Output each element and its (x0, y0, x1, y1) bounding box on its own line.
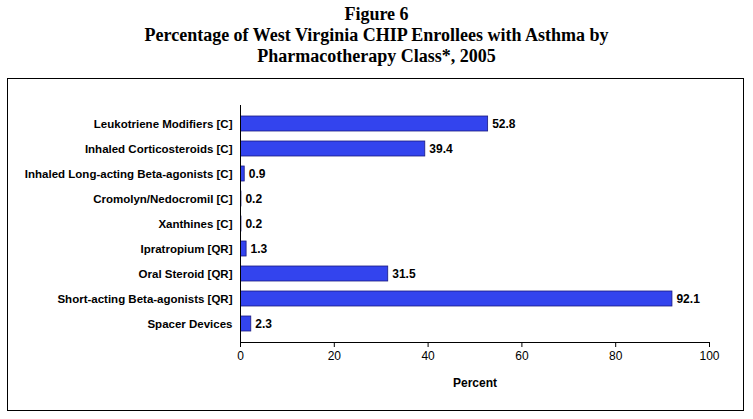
svg-text:52.8: 52.8 (492, 117, 516, 131)
svg-text:Percent: Percent (453, 376, 497, 390)
svg-text:Oral Steroid [QR]: Oral Steroid [QR] (139, 268, 233, 280)
svg-text:60: 60 (515, 349, 529, 363)
svg-text:Xanthines [C]: Xanthines [C] (158, 218, 232, 230)
svg-text:Cromolyn/Nedocromil [C]: Cromolyn/Nedocromil [C] (93, 193, 232, 205)
svg-text:Short-acting Beta-agonists [QR: Short-acting Beta-agonists [QR] (57, 293, 232, 305)
svg-text:0: 0 (237, 349, 244, 363)
svg-text:2.3: 2.3 (255, 317, 272, 331)
svg-text:0.2: 0.2 (245, 217, 262, 231)
svg-text:Leukotriene Modifiers [C]: Leukotriene Modifiers [C] (94, 118, 233, 130)
svg-text:92.1: 92.1 (676, 292, 700, 306)
svg-text:40: 40 (421, 349, 435, 363)
svg-text:20: 20 (328, 349, 342, 363)
html-text:Figure 6: Figure 6 (344, 4, 409, 24)
svg-text:Spacer Devices: Spacer Devices (147, 318, 232, 330)
svg-text:100: 100 (699, 349, 719, 363)
svg-text:80: 80 (609, 349, 623, 363)
svg-text:0.2: 0.2 (245, 192, 262, 206)
svg-text:Inhaled Long-acting Beta-agoni: Inhaled Long-acting Beta-agonists [C] (25, 168, 233, 180)
svg-text:39.4: 39.4 (429, 142, 453, 156)
svg-text:0.9: 0.9 (249, 167, 266, 181)
html-text:Percentage of West Virginia CH: Percentage of West Virginia CHIP Enrolle… (144, 25, 609, 66)
svg-text:1.3: 1.3 (251, 242, 268, 256)
svg-text:31.5: 31.5 (392, 267, 416, 281)
svg-text:Inhaled Corticosteroids [C]: Inhaled Corticosteroids [C] (85, 143, 233, 155)
svg-text:Ipratropium [QR]: Ipratropium [QR] (141, 243, 233, 255)
